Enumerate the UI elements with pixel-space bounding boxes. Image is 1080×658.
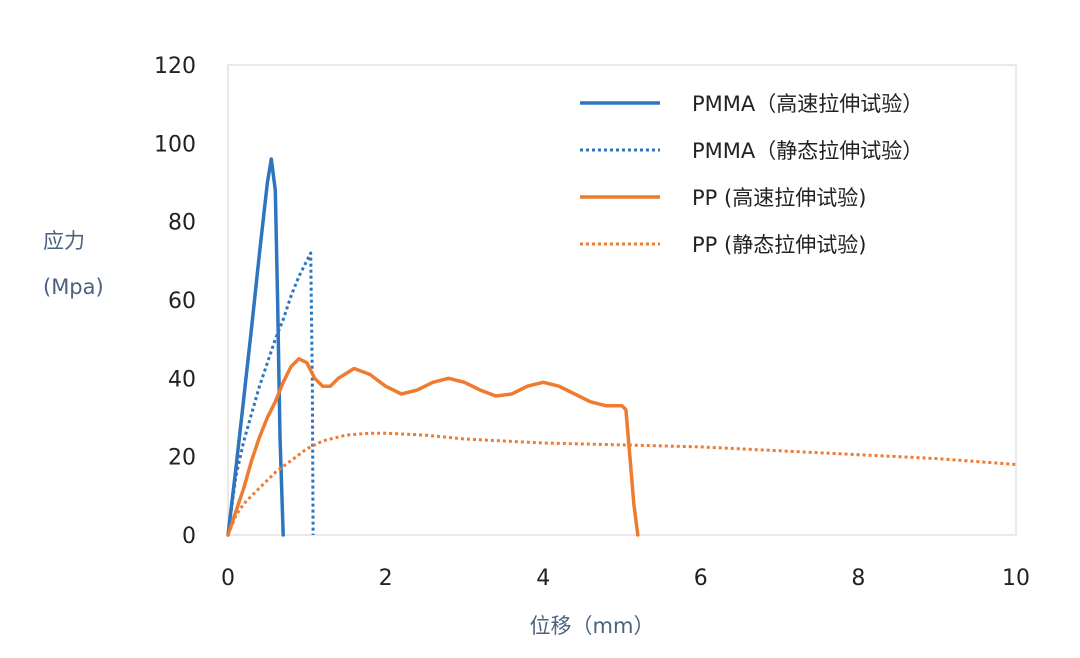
x-tick-label: 2 [379, 566, 393, 591]
x-tick-label: 6 [694, 566, 708, 591]
y-tick-label: 0 [182, 524, 196, 549]
series-layer [226, 157, 1017, 537]
legend: PMMA（高速拉伸试验） PMMA（静态拉伸试验） PP (高速拉伸试验) PP (静… [580, 92, 923, 257]
y-tick-label: 20 [168, 446, 196, 471]
y-tick-label: 80 [168, 211, 196, 236]
y-tick-label: 120 [154, 54, 196, 79]
series-line-3 [226, 431, 1017, 536]
x-axis-label: 位移（mm） [530, 614, 655, 638]
series-line-1 [226, 251, 315, 536]
y-axis-label-line2: (Mpa) [43, 275, 104, 299]
y-axis-label-line1: 应力 [43, 229, 85, 253]
legend-label-1: PMMA（静态拉伸试验） [692, 139, 923, 163]
x-tick-label: 4 [536, 566, 550, 591]
y-tick-label: 40 [168, 367, 196, 392]
legend-label-0: PMMA（高速拉伸试验） [692, 92, 923, 116]
x-tick-label: 0 [221, 566, 235, 591]
legend-label-2: PP (高速拉伸试验) [692, 186, 866, 210]
x-axis-ticks: 0 2 4 6 8 10 [221, 566, 1030, 591]
series-line-2 [226, 357, 640, 537]
y-axis-ticks: 0 20 40 60 80 100 120 [154, 54, 196, 549]
y-tick-label: 100 [154, 132, 196, 157]
plot-frame [227, 64, 1017, 536]
legend-label-3: PP (静态拉伸试验) [692, 233, 866, 257]
x-tick-label: 8 [851, 566, 865, 591]
y-tick-label: 60 [168, 289, 196, 314]
x-tick-label: 10 [1002, 566, 1030, 591]
series-line-0 [226, 157, 285, 537]
